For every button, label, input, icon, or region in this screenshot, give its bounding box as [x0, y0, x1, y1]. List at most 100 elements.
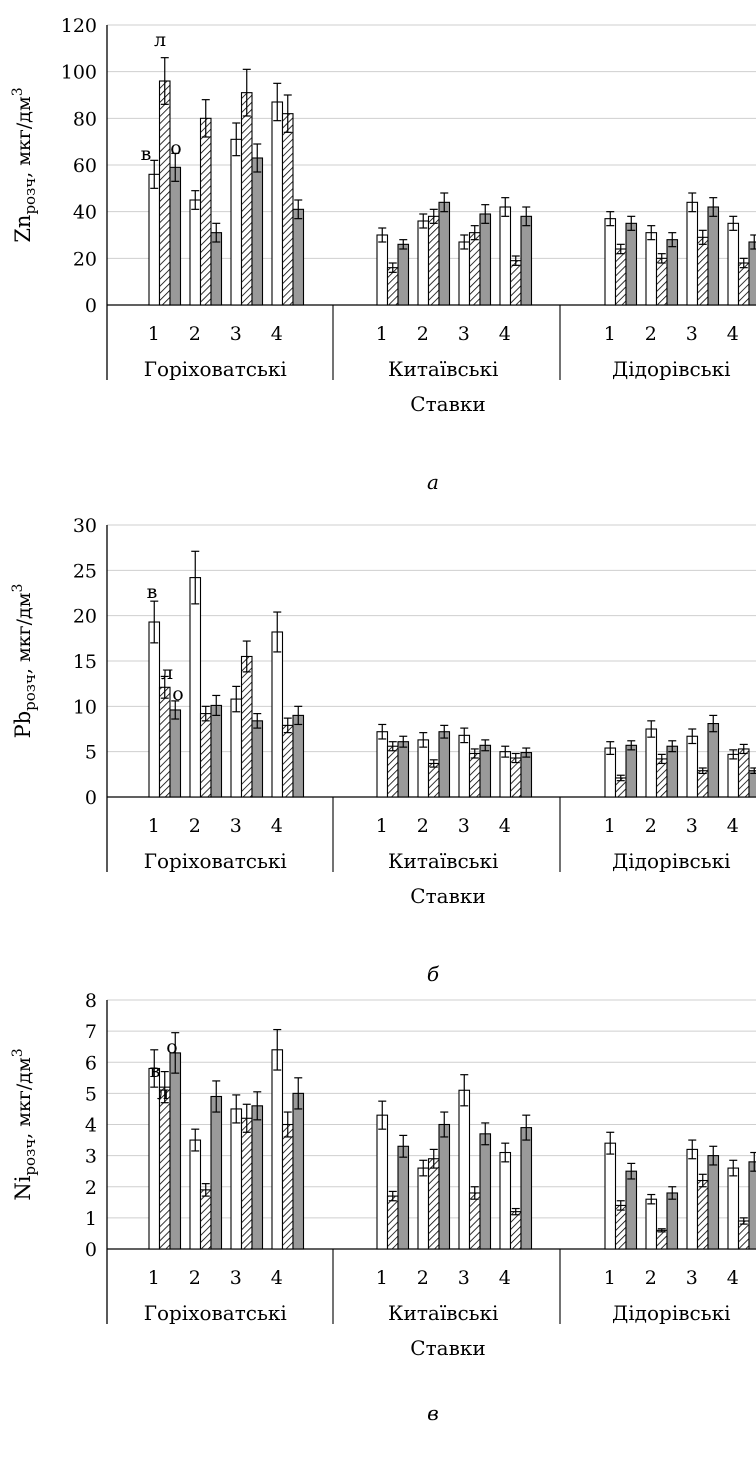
bar: [727, 1167, 740, 1250]
bar: [696, 770, 709, 798]
bar: [292, 1092, 305, 1250]
bar: [427, 762, 440, 798]
x-tick-label: 3: [230, 1267, 242, 1289]
bar: [189, 1139, 202, 1250]
bar: [737, 1220, 750, 1250]
x-tick-label: 3: [458, 815, 470, 837]
x-tick-label: 3: [458, 1267, 470, 1289]
bar: [417, 220, 430, 306]
bar: [397, 1145, 410, 1250]
bar: [240, 1117, 253, 1250]
x-tick-label: 3: [686, 323, 698, 345]
x-tick-label: 1: [604, 1267, 616, 1289]
series-marker-label: л: [154, 29, 166, 51]
y-tick-label: 4: [85, 1115, 97, 1137]
x-tick-label: 4: [271, 1267, 283, 1289]
bar: [520, 1127, 533, 1250]
bar: [386, 1195, 399, 1250]
bar: [499, 751, 512, 798]
bar: [397, 741, 410, 798]
bar: [686, 201, 699, 306]
x-tick-label: 2: [417, 323, 429, 345]
y-tick-label: 20: [73, 248, 97, 270]
bar: [520, 215, 533, 306]
y-tick-label: 2: [85, 1177, 97, 1199]
bar: [614, 248, 627, 306]
bar: [427, 1158, 440, 1250]
bar: [666, 1192, 679, 1250]
series-marker-label: л: [161, 662, 173, 684]
bar: [427, 215, 440, 306]
bar: [625, 744, 638, 798]
bar: [169, 1052, 182, 1250]
bar: [292, 208, 305, 306]
x-tick-label: 2: [189, 323, 201, 345]
bar: [397, 243, 410, 306]
panel-label: а: [427, 470, 439, 494]
bar: [655, 1229, 668, 1250]
series-marker-label: л: [157, 1082, 169, 1104]
bar: [281, 1123, 294, 1250]
y-tick-label: 25: [73, 560, 97, 582]
bar: [509, 757, 522, 798]
x-tick-label: 3: [686, 815, 698, 837]
x-tick-label: 4: [271, 323, 283, 345]
bar: [458, 734, 471, 798]
bar: [727, 753, 740, 798]
x-axis-title: Ставки: [410, 1336, 485, 1360]
bar: [158, 80, 171, 306]
bar: [281, 724, 294, 798]
x-tick-label: 4: [499, 815, 511, 837]
x-tick-label: 1: [376, 1267, 388, 1289]
x-tick-label: 3: [458, 323, 470, 345]
y-axis-title: Niрозч, мкг/дм3: [10, 1048, 39, 1200]
series-marker-label: о: [172, 683, 183, 705]
series-marker-label: в: [150, 1060, 161, 1082]
panel-label: б: [427, 962, 440, 986]
y-tick-label: 100: [61, 62, 97, 84]
bar: [230, 138, 243, 306]
x-tick-label: 4: [271, 815, 283, 837]
bar: [645, 1198, 658, 1250]
bar: [645, 728, 658, 798]
bar: [292, 714, 305, 798]
x-tick-label: 2: [417, 1267, 429, 1289]
bar: [655, 758, 668, 798]
bar: [748, 241, 756, 306]
y-tick-label: 20: [73, 606, 97, 628]
bar: [499, 1151, 512, 1250]
bar: [707, 723, 720, 798]
bar: [210, 1095, 223, 1250]
bar: [479, 213, 492, 306]
bar: [748, 1161, 756, 1250]
y-tick-label: 10: [73, 696, 97, 718]
bar: [479, 1133, 492, 1250]
bar: [199, 117, 212, 306]
y-tick-label: 5: [85, 1083, 97, 1105]
bar: [199, 713, 212, 798]
x-tick-label: 2: [645, 815, 657, 837]
bar: [666, 745, 679, 798]
y-tick-label: 60: [73, 155, 97, 177]
bar: [271, 631, 284, 798]
x-tick-label: 1: [604, 815, 616, 837]
y-tick-label: 6: [85, 1052, 97, 1074]
bar: [479, 744, 492, 798]
bar: [199, 1189, 212, 1250]
bar: [458, 241, 471, 306]
bar: [376, 731, 389, 798]
bar: [438, 201, 451, 306]
series-marker-label: о: [166, 1036, 177, 1058]
bar: [625, 1170, 638, 1250]
x-axis-title: Ставки: [410, 392, 485, 416]
bar: [604, 747, 617, 798]
bar: [645, 232, 658, 306]
bar: [499, 206, 512, 306]
x-axis-title: Ставки: [410, 884, 485, 908]
x-tick-label: 4: [499, 1267, 511, 1289]
bar: [468, 752, 481, 798]
x-tick-label: 1: [376, 815, 388, 837]
